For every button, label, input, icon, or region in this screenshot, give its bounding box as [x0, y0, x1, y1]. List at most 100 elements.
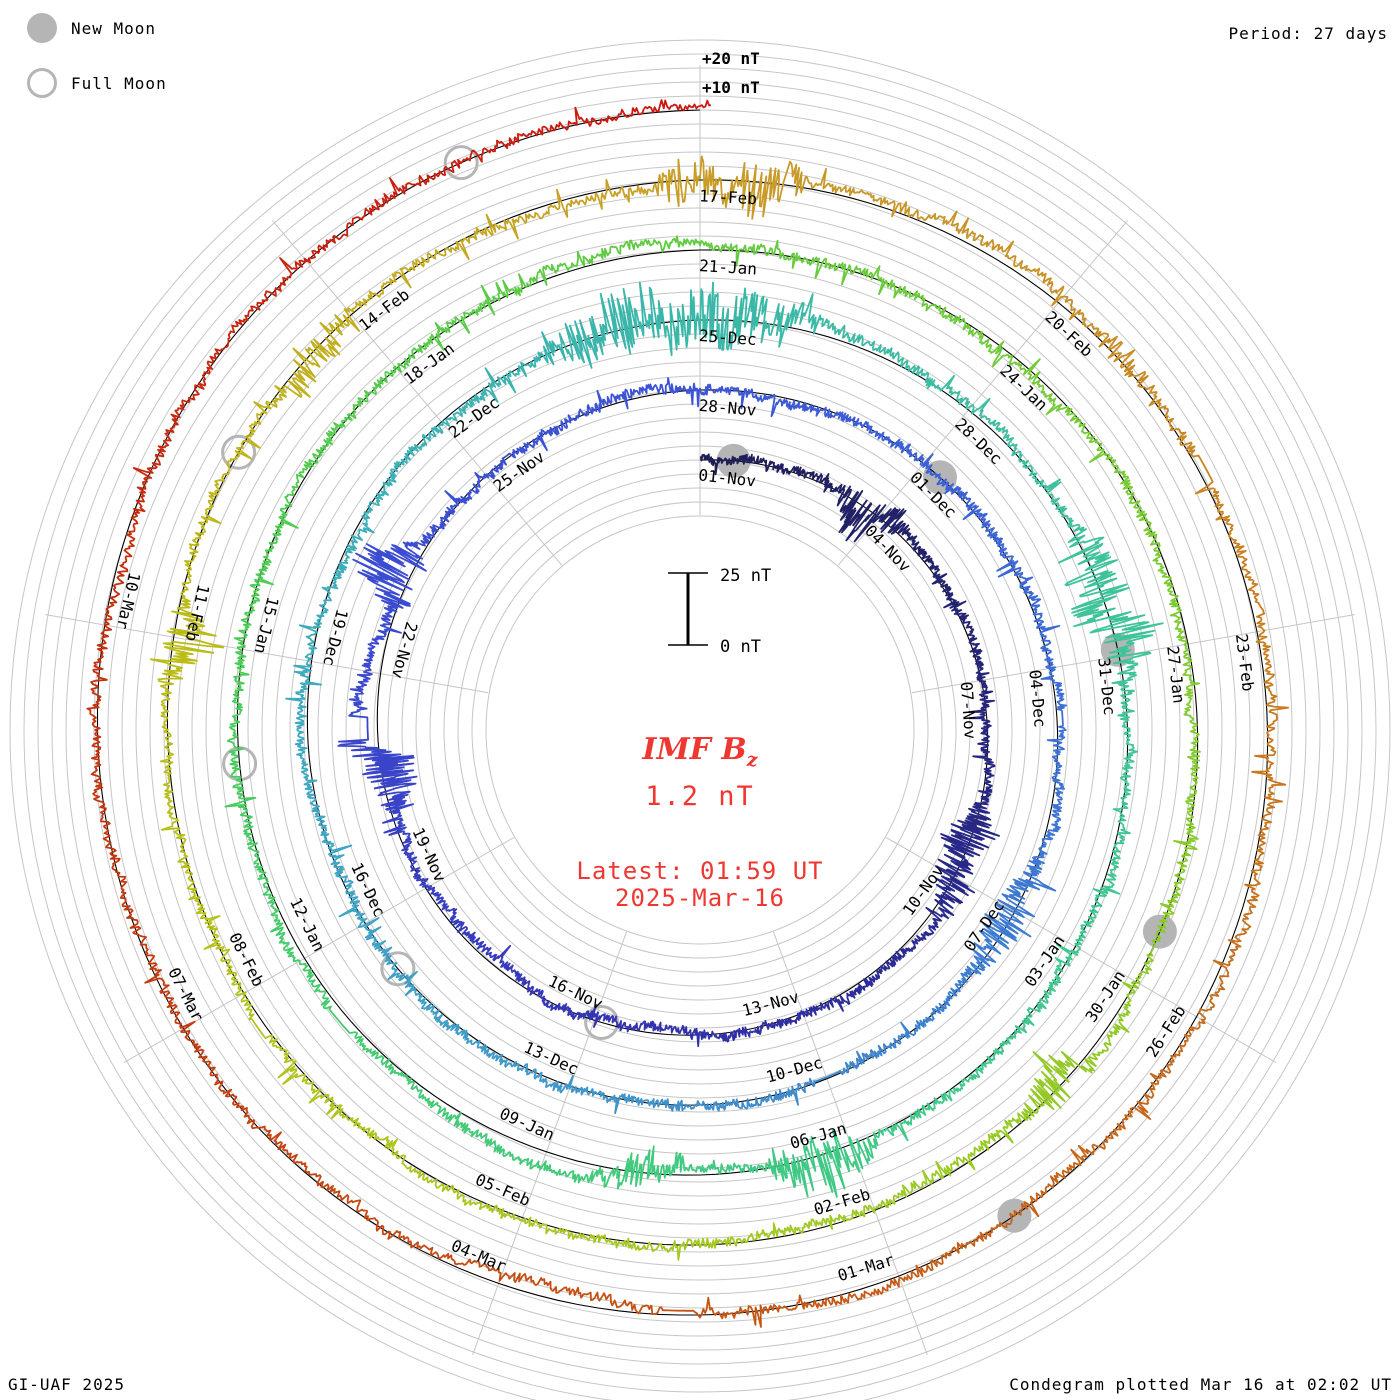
trace-segment — [539, 1071, 574, 1094]
trace-segment — [159, 684, 172, 733]
trace-segment — [382, 811, 411, 839]
trace-segment — [289, 459, 318, 497]
trace-segment — [320, 831, 353, 866]
trace-segment — [382, 946, 409, 982]
trace-segment — [953, 1063, 984, 1093]
trace-segment — [438, 147, 488, 176]
trace-segment — [422, 516, 450, 543]
trace-segment — [502, 961, 527, 985]
trace-segment — [939, 306, 979, 337]
trace-segment — [188, 502, 222, 548]
plotted-label: Condegram plotted Mar 16 at 02:02 UT — [1009, 1375, 1392, 1394]
trace-segment — [1242, 876, 1261, 929]
trace-segment — [360, 917, 393, 954]
trace-segment — [1089, 448, 1131, 485]
trace-segment — [1170, 1018, 1206, 1060]
ring-date-label: 04-Nov — [861, 521, 915, 576]
trace-segment — [1155, 562, 1179, 602]
trace-segment — [132, 427, 175, 474]
trace-segment — [740, 239, 784, 260]
trace-segment — [1228, 535, 1254, 581]
trace-segment — [479, 1202, 524, 1223]
trace-segment — [227, 299, 268, 339]
ring-date-label: 23-Feb — [1232, 633, 1258, 693]
trace-segment — [287, 344, 328, 398]
trace-segment — [551, 1286, 603, 1302]
trace-segment — [258, 533, 280, 573]
trace-segment — [326, 1099, 368, 1132]
trace-segment — [974, 778, 993, 806]
trace-segment — [987, 1111, 1029, 1144]
trace-segment — [1197, 973, 1230, 1020]
trace-segment — [1056, 696, 1067, 730]
trace-segment — [103, 575, 125, 628]
trace-segment — [1107, 840, 1125, 881]
trace-segment — [1135, 939, 1156, 983]
trace-segment — [1169, 600, 1188, 643]
trace-segment — [850, 975, 877, 996]
trace-segment — [934, 865, 975, 905]
full-moon-label: Full Moon — [71, 73, 167, 93]
trace-segment — [357, 501, 376, 535]
trace-segment — [210, 1073, 249, 1113]
trace-segment — [333, 397, 369, 429]
trace-segment — [542, 1000, 572, 1016]
trace-segment — [1032, 604, 1061, 638]
trace-segment — [913, 1008, 939, 1036]
trace-segment — [404, 970, 427, 1010]
trace-segment — [935, 210, 984, 241]
trace-segment — [410, 865, 433, 888]
trace-segment — [149, 640, 225, 686]
trace-segment — [920, 453, 948, 487]
trace-segment — [911, 924, 937, 945]
trace-segment — [406, 1077, 439, 1109]
trace-segment — [882, 1021, 916, 1050]
trace-segment — [469, 1129, 505, 1156]
trace-segment — [436, 1183, 482, 1206]
trace-segment — [521, 1216, 569, 1235]
trace-segment — [502, 1272, 553, 1291]
trace-segment — [160, 824, 191, 869]
trace-segment — [745, 453, 772, 472]
trace-segment — [468, 367, 500, 408]
trace-segment — [348, 700, 369, 732]
trace-segment — [953, 608, 975, 631]
trace-segment — [181, 545, 199, 594]
trace-segment — [1250, 827, 1269, 878]
trace-segment — [92, 783, 111, 837]
trace-segment — [320, 1181, 366, 1213]
trace-segment — [1092, 1021, 1130, 1061]
trace-segment — [240, 994, 266, 1038]
trace-segment — [1211, 487, 1234, 537]
trace-segment — [769, 460, 796, 475]
trace-segment — [727, 386, 759, 410]
trace-segment — [426, 237, 471, 263]
trace-segment — [542, 1160, 583, 1184]
trace-segment — [443, 490, 470, 518]
ring-date-label: 10-Mar — [113, 570, 144, 631]
trace-segment — [815, 406, 847, 422]
trace-segment — [745, 1222, 791, 1244]
ring-date-label: 04-Dec — [1025, 669, 1049, 728]
trace-segment — [1038, 823, 1062, 855]
trace-segment — [979, 235, 1024, 269]
trace-segment — [117, 525, 136, 577]
trace-segment — [942, 586, 967, 612]
trace-segment — [913, 545, 935, 570]
trace-segment — [338, 892, 368, 928]
trace-segment — [264, 257, 306, 301]
trace-segment — [294, 730, 309, 767]
trace-segment — [233, 650, 250, 692]
trace-segment — [872, 507, 907, 535]
trace-segment — [1185, 771, 1199, 816]
trace-segment — [945, 1231, 993, 1257]
trace-segment — [746, 160, 798, 220]
trace-segment — [785, 399, 817, 413]
trace-segment — [343, 282, 387, 313]
trace-segment — [941, 481, 972, 506]
trace-segment — [697, 240, 742, 267]
trace-segment — [886, 1108, 922, 1142]
trace-segment — [348, 670, 373, 703]
